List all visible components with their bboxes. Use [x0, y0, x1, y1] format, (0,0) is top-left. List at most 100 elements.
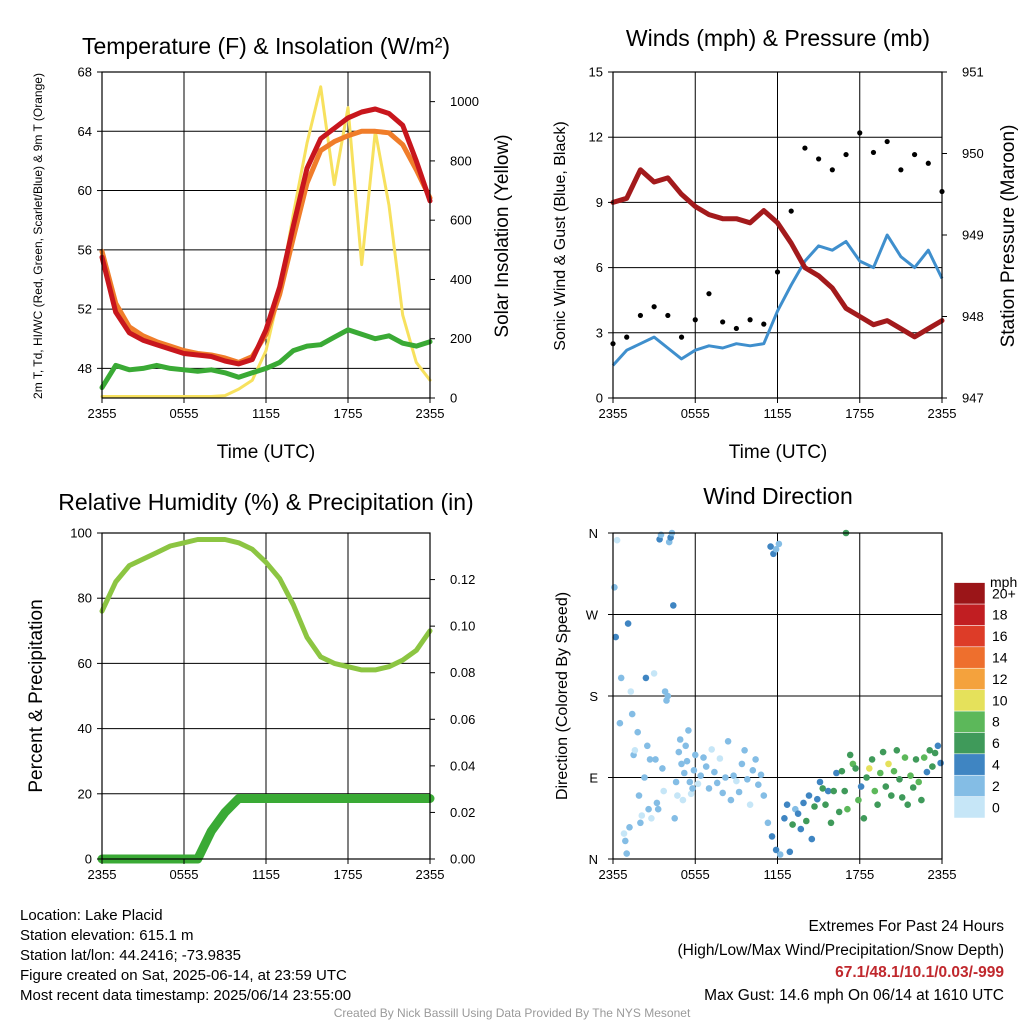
direction-point: [775, 540, 783, 548]
x-tick-label: 2355: [599, 406, 628, 421]
direction-point: [915, 778, 922, 786]
direction-point: [800, 799, 807, 807]
direction-point: [644, 742, 651, 750]
station-latlon: Station lat/lon: 44.2416; -73.9835: [20, 947, 242, 964]
chart-title: Winds (mph) & Pressure (mb): [626, 25, 930, 51]
direction-point: [909, 784, 917, 791]
x-tick-label: 2355: [416, 867, 445, 882]
direction-point: [794, 810, 802, 817]
gust-point: [678, 334, 685, 340]
direction-point: [616, 719, 624, 727]
colorbar-swatch: [953, 646, 986, 669]
gust-point: [829, 167, 835, 173]
series-line-station-pressure: [610, 167, 945, 340]
direction-point: [805, 792, 813, 799]
direction-point: [685, 727, 692, 734]
y-tick-label: 64: [78, 124, 92, 139]
direction-point: [786, 848, 794, 856]
colorbar-swatch: [953, 625, 986, 648]
direction-point: [918, 796, 925, 804]
colorbar-swatch: [953, 603, 986, 626]
direction-point: [627, 688, 635, 695]
direction-point: [749, 767, 757, 774]
gust-point: [624, 334, 630, 340]
x-axis-label: Time (UTC): [217, 442, 316, 463]
direction-point: [888, 792, 895, 799]
y-tick-label: 48: [78, 361, 92, 376]
y-right-tick-label: 951: [962, 65, 984, 80]
direction-point: [611, 584, 618, 591]
direction-point: [844, 805, 851, 813]
extremes-subtitle: (High/Low/Max Wind/Precipitation/Snow De…: [677, 942, 1005, 959]
direction-point: [690, 767, 698, 774]
gust-point: [925, 160, 931, 166]
y-tick-label: 20: [78, 786, 92, 801]
direction-point: [650, 670, 658, 677]
series-line-sonic-wind: [611, 233, 944, 367]
colorbar-swatch: [953, 667, 986, 690]
direction-point: [642, 674, 650, 682]
direction-point: [631, 747, 639, 754]
direction-point: [694, 780, 702, 788]
x-tick-label: 1755: [845, 867, 874, 882]
series-line-relative-humidity: [99, 537, 433, 673]
direction-point: [705, 785, 713, 792]
y-tick-label: 60: [78, 656, 92, 671]
direction-point: [659, 765, 666, 772]
x-tick-label: 2355: [88, 406, 117, 421]
direction-point: [841, 787, 848, 795]
direction-point: [679, 796, 687, 804]
chart-title: Temperature (F) & Insolation (W/m²): [82, 33, 450, 59]
direction-point: [683, 757, 691, 765]
figure-created: Figure created on Sat, 2025-06-14, at 23…: [20, 967, 347, 984]
colorbar-swatch: [953, 582, 986, 605]
direction-point: [733, 777, 740, 785]
x-tick-label: 1755: [845, 406, 874, 421]
direction-point: [803, 817, 810, 825]
y-axis-label: 2m T, Td, HI/WC (Red, Green, Scarlet/Blu…: [31, 73, 45, 399]
colorbar-label: 4: [992, 757, 1000, 773]
y-tick-label: 0: [596, 391, 603, 406]
direction-point: [934, 742, 942, 750]
direction-point: [678, 760, 685, 768]
direction-point: [702, 763, 710, 770]
colorbar-label: 6: [992, 735, 1000, 751]
x-tick-label: 1755: [334, 406, 363, 421]
x-tick-label: 2355: [928, 867, 957, 882]
direction-point: [776, 851, 784, 858]
y-tick-label: 3: [596, 325, 603, 340]
direction-point: [871, 787, 879, 795]
x-tick-label: 0555: [170, 867, 199, 882]
direction-point: [877, 769, 884, 777]
direction-point: [613, 536, 621, 544]
direction-point: [811, 803, 818, 810]
direction-point: [741, 747, 748, 754]
direction-point: [730, 772, 737, 779]
y-tick-label: W: [586, 608, 599, 623]
direction-point: [686, 778, 694, 786]
colorbar-swatch: [953, 710, 986, 733]
direction-point: [768, 833, 776, 840]
direction-point: [833, 769, 840, 777]
direction-point: [681, 769, 688, 777]
x-tick-label: 2355: [928, 406, 957, 421]
direction-point: [653, 799, 661, 807]
direction-point: [670, 602, 677, 609]
direction-point: [713, 779, 721, 787]
direction-point: [882, 783, 890, 790]
direction-point: [827, 819, 835, 827]
direction-point: [830, 787, 837, 795]
direction-point: [808, 835, 816, 843]
extremes-title: Extremes For Past 24 Hours: [808, 918, 1004, 935]
gust-point: [898, 167, 904, 173]
direction-point: [879, 748, 887, 756]
direction-point: [816, 778, 824, 786]
direction-point: [692, 751, 699, 759]
direction-point: [620, 830, 628, 837]
direction-point: [641, 774, 648, 781]
y-tick-label: 0: [85, 852, 92, 867]
direction-point: [623, 850, 630, 857]
direction-point: [700, 754, 707, 761]
y-axis-label: Sonic Wind & Gust (Blue, Black): [552, 121, 569, 350]
direction-point: [746, 801, 754, 808]
